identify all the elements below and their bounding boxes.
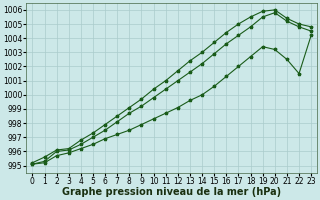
X-axis label: Graphe pression niveau de la mer (hPa): Graphe pression niveau de la mer (hPa) bbox=[62, 187, 281, 197]
